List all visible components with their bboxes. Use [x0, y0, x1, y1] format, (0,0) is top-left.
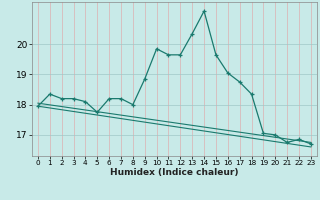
X-axis label: Humidex (Indice chaleur): Humidex (Indice chaleur) [110, 168, 239, 177]
